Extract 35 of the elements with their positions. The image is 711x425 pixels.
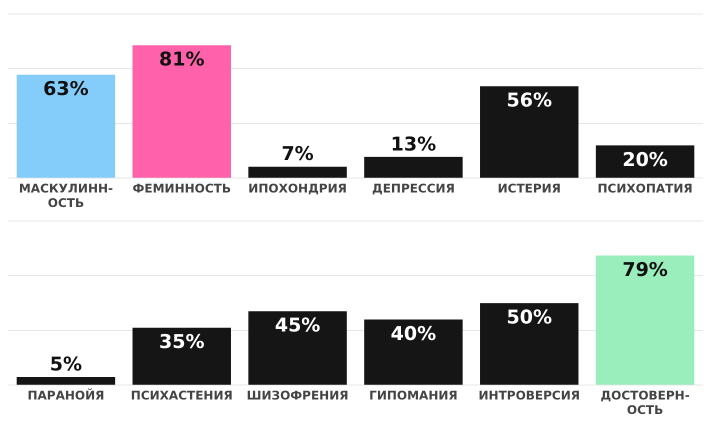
bar	[364, 156, 463, 178]
bar	[248, 166, 347, 178]
data-label: 35%	[159, 331, 204, 354]
x-tick-label: ШИЗОФРЕНИЯ	[246, 388, 348, 403]
bar	[132, 328, 231, 385]
x-tick-label: ИНТРОВЕРСИЯ	[478, 388, 580, 403]
x-tick-label: ПСИХАСТЕНИЯ	[130, 388, 233, 403]
bar	[16, 74, 116, 178]
bar	[596, 255, 694, 385]
data-label: 40%	[390, 322, 436, 345]
bar	[364, 320, 463, 385]
x-tick-label: ГИПОМАНИЯ	[369, 388, 458, 403]
data-label: 7%	[281, 143, 314, 166]
bar	[480, 303, 578, 385]
data-label: 50%	[506, 306, 552, 329]
x-tick-label: ФЕМИННОСТЬ	[132, 182, 232, 196]
bar	[16, 376, 116, 385]
data-label: 63%	[43, 78, 89, 100]
data-label: 13%	[390, 133, 436, 156]
bar	[132, 45, 231, 178]
x-tick-label: ПСИХОПАТИЯ	[598, 182, 693, 196]
x-tick-label: ИПОХОНДРИЯ	[248, 182, 347, 196]
data-label: 5%	[50, 353, 82, 376]
x-tick-label: ИСТЕРИЯ	[498, 182, 561, 196]
x-tick-label: ПАРАНОЙЯ	[27, 388, 104, 403]
data-label: 20%	[622, 148, 668, 171]
bar	[480, 86, 578, 178]
bar	[248, 311, 347, 385]
x-tick-label: ДОСТОВЕРН-ОСТЬ	[600, 388, 690, 417]
data-label: 56%	[506, 90, 552, 112]
x-tick-label: МАСКУЛИНН-ОСТЬ	[18, 182, 114, 210]
data-label: 81%	[159, 48, 204, 71]
data-label: 45%	[274, 314, 320, 337]
data-label: 79%	[622, 258, 668, 281]
x-tick-label: ДЕПРЕССИЯ	[372, 182, 455, 196]
